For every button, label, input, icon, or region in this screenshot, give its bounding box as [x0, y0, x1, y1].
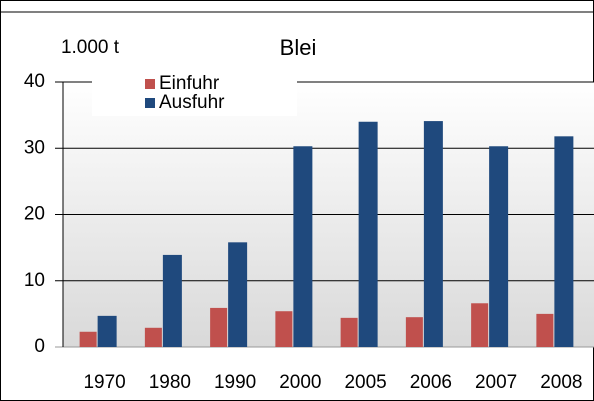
- bar: [358, 121, 378, 347]
- legend-label: Einfuhr: [159, 73, 220, 94]
- bar: [97, 315, 117, 347]
- legend-swatch: [145, 79, 155, 89]
- bar: [293, 146, 313, 347]
- x-tick-label: 1970: [83, 372, 125, 393]
- bar: [79, 331, 97, 347]
- legend-swatch: [145, 98, 155, 108]
- y-tick-label: 0: [34, 336, 45, 357]
- bar: [405, 317, 423, 347]
- x-tick-label: 1990: [214, 372, 256, 393]
- bar: [489, 146, 509, 347]
- chart-title: Blei: [280, 35, 317, 60]
- y-tick-label: 10: [24, 270, 45, 291]
- y-tick-label: 30: [24, 137, 45, 158]
- x-tick-label: 2008: [540, 372, 582, 393]
- x-tick-label: 1980: [149, 372, 191, 393]
- y-unit: 1.000 t: [61, 37, 120, 58]
- bar: [275, 311, 293, 347]
- x-tick-label: 2006: [410, 372, 452, 393]
- bar: [554, 136, 574, 347]
- x-tick-label: 2000: [279, 372, 321, 393]
- bar: [210, 307, 228, 347]
- bar: [471, 303, 489, 347]
- bar: [340, 317, 358, 347]
- bar: [228, 242, 248, 347]
- y-tick-label: 40: [24, 71, 45, 92]
- y-tick-label: 20: [24, 204, 45, 225]
- bar: [536, 313, 554, 347]
- x-tick-label: 2005: [344, 372, 386, 393]
- x-tick-label: 2007: [475, 372, 517, 393]
- bar: [162, 254, 182, 347]
- legend-label: Ausfuhr: [159, 92, 225, 113]
- bar: [144, 327, 162, 347]
- bar: [423, 121, 443, 348]
- legend-box: [92, 72, 297, 116]
